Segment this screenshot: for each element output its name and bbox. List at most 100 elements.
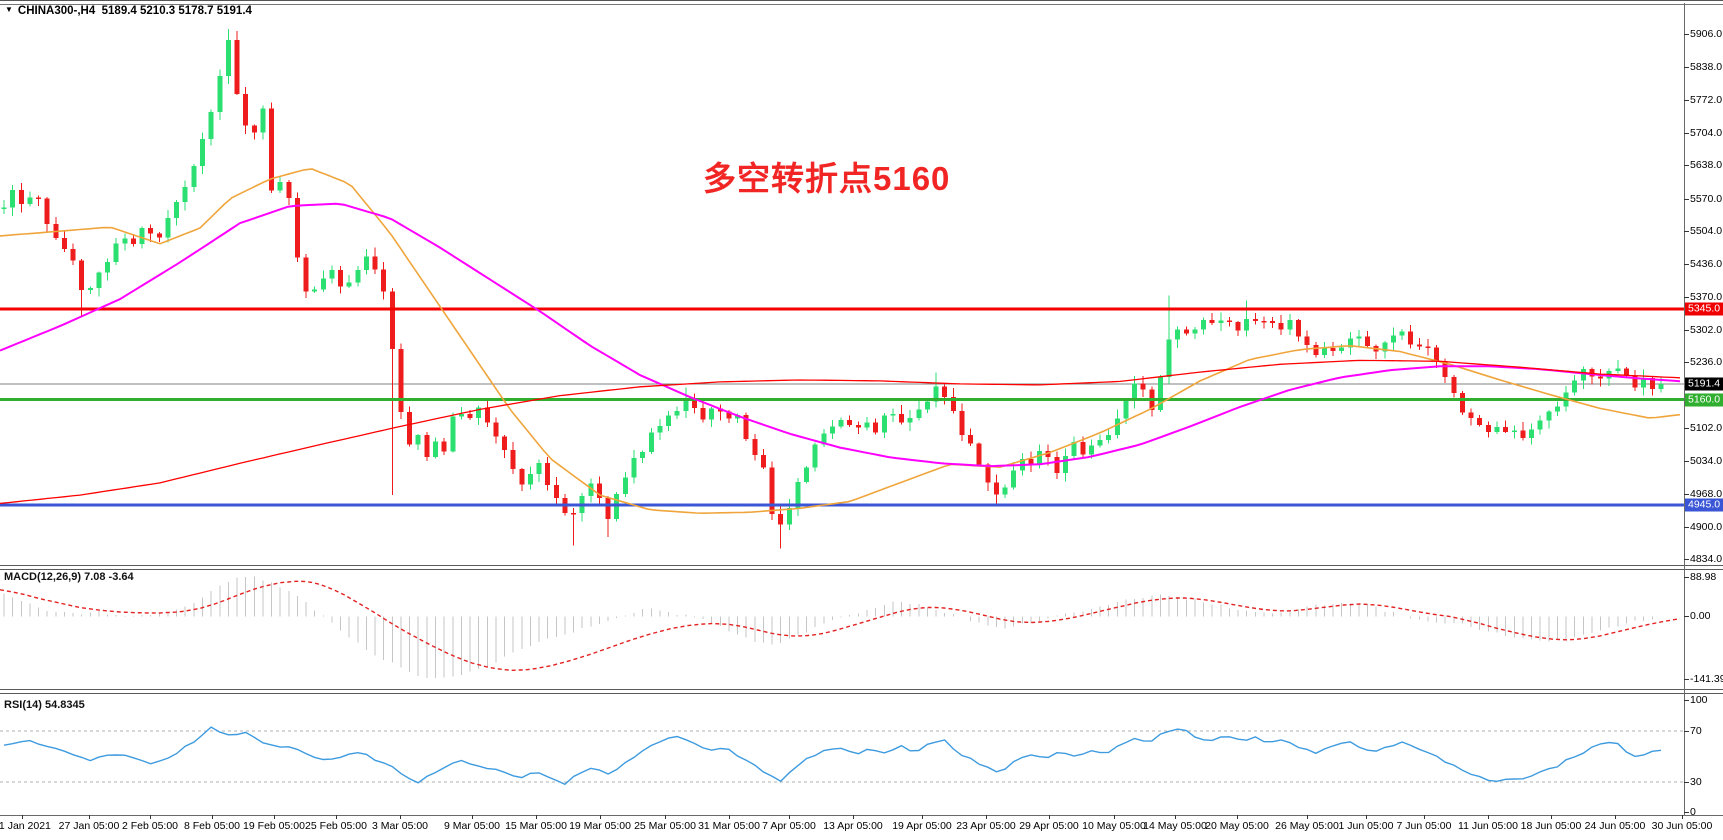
ohlc-values: 5189.4 5210.3 5178.7 5191.4 bbox=[101, 5, 252, 17]
price-tick-mark bbox=[1684, 199, 1689, 200]
price-tick-label: 5102.0 bbox=[1690, 421, 1723, 434]
time-tick-mark bbox=[1175, 815, 1176, 819]
price-tick-label: 5570.0 bbox=[1690, 192, 1723, 205]
price-tick-mark bbox=[1684, 362, 1689, 363]
time-tick-mark bbox=[89, 815, 90, 819]
time-axis-label: 21 Jan 2021 bbox=[0, 820, 51, 832]
symbol-timeframe-label: CHINA300-,H4 bbox=[17, 5, 96, 17]
time-axis-label: 2 Feb 05:00 bbox=[121, 820, 179, 832]
price-badge: 5345.0 bbox=[1685, 302, 1723, 316]
time-axis-label: 29 Apr 05:00 bbox=[1019, 820, 1079, 832]
time-axis-label: 9 Mar 05:00 bbox=[443, 820, 501, 832]
time-axis-label: 14 May 05:00 bbox=[1143, 820, 1207, 832]
time-axis-label: 23 Apr 05:00 bbox=[956, 820, 1016, 832]
rsi-line bbox=[3, 726, 1662, 786]
time-axis-label: 7 Jun 05:00 bbox=[1396, 820, 1452, 832]
macd-histogram-layer bbox=[3, 576, 1662, 679]
price-tick-mark bbox=[1684, 297, 1689, 298]
chart-title: ▼ CHINA300-,H4 5189.4 5210.3 5178.7 5191.… bbox=[5, 5, 252, 17]
time-tick-mark bbox=[789, 815, 790, 819]
time-tick-mark bbox=[472, 815, 473, 819]
price-tick-label: 5638.0 bbox=[1690, 159, 1723, 172]
price-tick-mark bbox=[1684, 330, 1689, 331]
ma-orange bbox=[0, 168, 1681, 515]
time-tick-mark bbox=[1424, 815, 1425, 819]
macd-tick-mark bbox=[1684, 616, 1689, 617]
time-tick-mark bbox=[986, 815, 987, 819]
price-badge: 5160.0 bbox=[1685, 393, 1723, 407]
time-tick-mark bbox=[274, 815, 275, 819]
price-tick-label: 4968.0 bbox=[1690, 487, 1723, 500]
main-price-panel[interactable] bbox=[0, 29, 1684, 549]
price-tick-mark bbox=[1684, 34, 1689, 35]
price-tick-label: 4900.0 bbox=[1690, 520, 1723, 533]
macd-tick-mark bbox=[1684, 577, 1689, 578]
price-badge: 4945.0 bbox=[1685, 498, 1723, 512]
time-axis-label: 25 Feb 05:00 bbox=[305, 820, 367, 832]
time-tick-mark bbox=[1366, 815, 1367, 819]
time-tick-mark bbox=[150, 815, 151, 819]
price-tick-label: 5302.0 bbox=[1690, 323, 1723, 336]
price-tick-mark bbox=[1684, 165, 1689, 166]
time-axis-label: 19 Mar 05:00 bbox=[569, 820, 631, 832]
rsi-indicator-label: RSI(14) 54.8345 bbox=[4, 699, 85, 711]
ma-magenta bbox=[0, 202, 1681, 468]
time-axis-label: 7 Apr 05:00 bbox=[762, 820, 816, 832]
time-tick-mark bbox=[1237, 815, 1238, 819]
price-tick-label: 5236.0 bbox=[1690, 356, 1723, 369]
price-tick-label: 5906.0 bbox=[1690, 28, 1723, 40]
macd-panel-divider[interactable] bbox=[0, 565, 1723, 570]
time-tick-mark bbox=[400, 815, 401, 819]
macd-tick-label: 88.98 bbox=[1690, 571, 1717, 583]
time-axis-label: 18 Jun 05:00 bbox=[1520, 820, 1582, 832]
window-top-border bbox=[0, 0, 1723, 5]
rsi-tick-mark bbox=[1684, 700, 1689, 701]
rsi-panel[interactable] bbox=[0, 726, 1684, 786]
chart-text-annotation[interactable]: 多空转折点5160 bbox=[703, 160, 951, 197]
ma-red bbox=[0, 359, 1681, 505]
time-tick-mark bbox=[336, 815, 337, 819]
time-tick-mark bbox=[853, 815, 854, 819]
time-axis-label: 10 May 05:00 bbox=[1082, 820, 1146, 832]
price-tick-label: 5504.0 bbox=[1690, 224, 1723, 237]
price-tick-mark bbox=[1684, 527, 1689, 528]
time-tick-mark bbox=[1615, 815, 1616, 819]
candles-layer bbox=[1, 29, 1664, 549]
macd-indicator-label: MACD(12,26,9) 7.08 -3.64 bbox=[4, 571, 134, 583]
time-axis-label: 19 Apr 05:00 bbox=[892, 820, 952, 832]
macd-tick-label: 0.00 bbox=[1690, 610, 1711, 623]
price-tick-label: 5034.0 bbox=[1690, 455, 1723, 468]
price-badge: 5191.4 bbox=[1685, 377, 1723, 391]
time-tick-mark bbox=[536, 815, 537, 819]
time-axis-label: 11 Jun 05:00 bbox=[1458, 820, 1518, 832]
time-tick-mark bbox=[1049, 815, 1050, 819]
time-axis-label: 13 Apr 05:00 bbox=[823, 820, 883, 832]
price-tick-label: 4834.0 bbox=[1690, 553, 1723, 566]
rsi-tick-label: 30 bbox=[1690, 776, 1702, 788]
rsi-tick-label: 0 bbox=[1690, 806, 1696, 818]
price-tick-label: 5436.0 bbox=[1690, 258, 1723, 271]
time-axis-label: 1 Jun 05:00 bbox=[1338, 820, 1394, 832]
time-tick-mark bbox=[1551, 815, 1552, 819]
macd-panel[interactable] bbox=[0, 576, 1681, 679]
price-tick-mark bbox=[1684, 231, 1689, 232]
time-axis-label: 8 Feb 05:00 bbox=[183, 820, 241, 832]
rsi-tick-mark bbox=[1684, 782, 1689, 783]
rsi-panel-divider[interactable] bbox=[0, 689, 1723, 694]
time-tick-mark bbox=[665, 815, 666, 819]
macd-tick-label: -141.39 bbox=[1690, 673, 1723, 685]
price-tick-label: 5704.0 bbox=[1690, 126, 1723, 139]
time-axis-label: 27 Jan 05:00 bbox=[58, 820, 120, 832]
time-axis-label: 26 May 05:00 bbox=[1275, 820, 1339, 832]
time-tick-mark bbox=[22, 815, 23, 819]
chevron-down-icon[interactable]: ▼ bbox=[5, 5, 13, 14]
time-tick-mark bbox=[922, 815, 923, 819]
time-axis-label: 24 Jun 05:00 bbox=[1584, 820, 1646, 832]
price-tick-label: 5838.0 bbox=[1690, 61, 1723, 74]
price-tick-mark bbox=[1684, 264, 1689, 265]
rsi-tick-mark bbox=[1684, 812, 1689, 813]
macd-signal-line bbox=[0, 580, 1681, 672]
time-axis-label: 30 Jun 05:00 bbox=[1651, 820, 1713, 832]
